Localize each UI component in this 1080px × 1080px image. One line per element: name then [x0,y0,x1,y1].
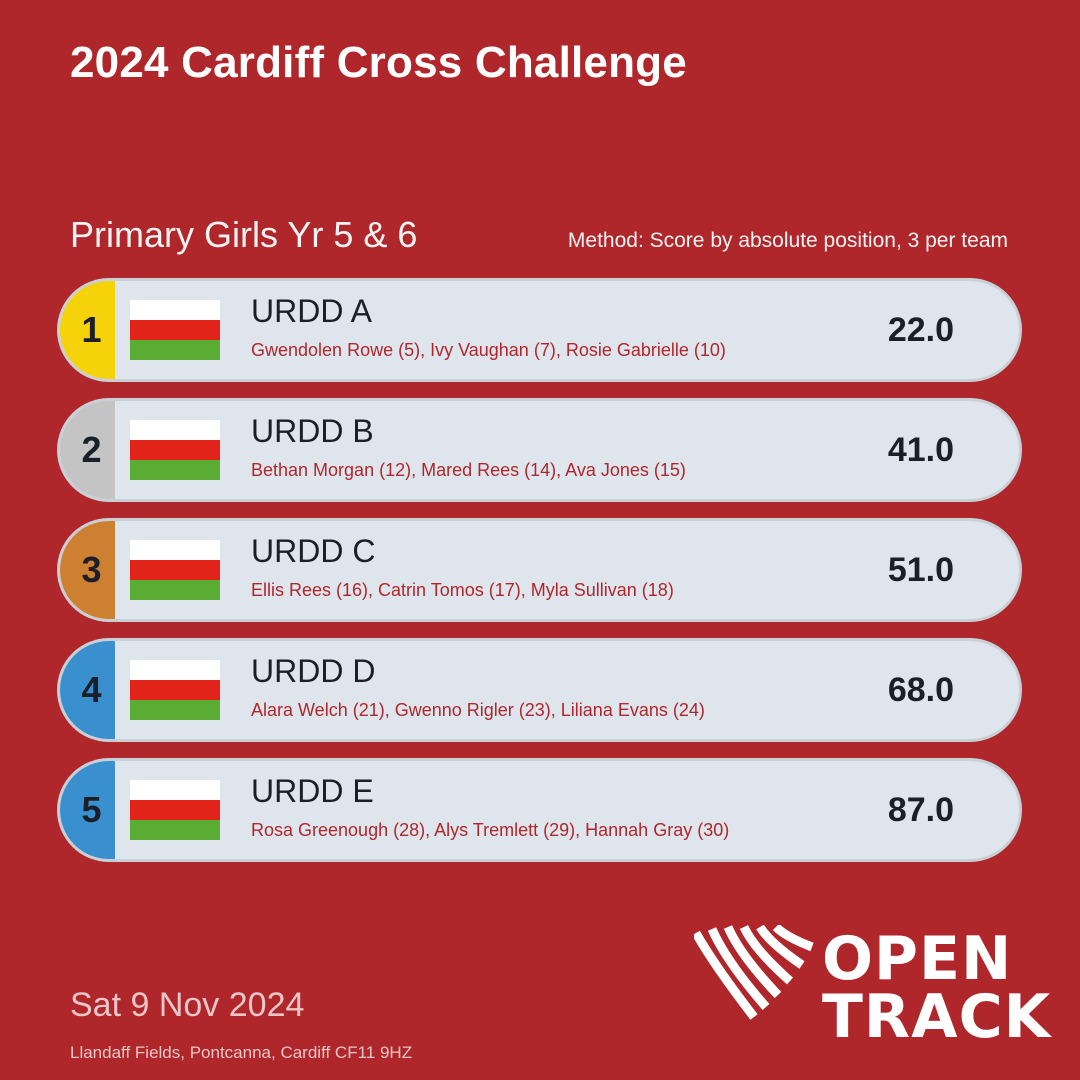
result-row: 3 URDD C Ellis Rees (16), Catrin Tomos (… [57,518,1022,622]
result-row: 4 URDD D Alara Welch (21), Gwenno Rigler… [57,638,1022,742]
result-row: 1 URDD A Gwendolen Rowe (5), Ivy Vaughan… [57,278,1022,382]
team-score: 68.0 [887,670,954,709]
team-score: 22.0 [887,310,954,349]
team-members: Bethan Morgan (12), Mared Rees (14), Ava… [251,460,686,480]
logo-word-track: TRACK [822,982,1052,1052]
team-members: Alara Welch (21), Gwenno Rigler (23), Li… [251,700,705,720]
team-name: URDD C [251,533,376,569]
result-row: 2 URDD B Bethan Morgan (12), Mared Rees … [57,398,1022,502]
logo-word-open: OPEN [822,924,1013,994]
rank-badge: 4 [60,641,115,739]
event-date: Sat 9 Nov 2024 [70,986,305,1024]
wales-flag-icon [130,660,220,720]
wales-flag-icon [130,420,220,480]
team-name: URDD E [251,773,374,809]
team-score: 41.0 [887,430,954,469]
page-title: 2024 Cardiff Cross Challenge [70,38,687,87]
event-subtitle: Primary Girls Yr 5 & 6 [70,214,418,255]
team-name: URDD B [251,413,374,449]
track-lanes-icon [694,925,814,1020]
team-members: Ellis Rees (16), Catrin Tomos (17), Myla… [251,580,674,600]
team-name: URDD D [251,653,376,689]
wales-flag-icon [130,300,220,360]
opentrack-logo: OPEN TRACK [694,924,1054,1052]
wales-flag-icon [130,780,220,840]
scoring-method: Method: Score by absolute position, 3 pe… [567,229,1008,252]
rank-badge: 2 [60,401,115,499]
team-score: 87.0 [887,790,954,829]
rank-badge: 3 [60,521,115,619]
event-venue: Llandaff Fields, Pontcanna, Cardiff CF11… [70,1043,413,1062]
result-row: 5 URDD E Rosa Greenough (28), Alys Treml… [57,758,1022,862]
team-members: Gwendolen Rowe (5), Ivy Vaughan (7), Ros… [251,340,726,360]
wales-flag-icon [130,540,220,600]
team-members: Rosa Greenough (28), Alys Tremlett (29),… [251,820,730,840]
rank-badge: 5 [60,761,115,859]
team-name: URDD A [251,293,372,329]
rank-badge: 1 [60,281,115,379]
team-score: 51.0 [887,550,954,589]
